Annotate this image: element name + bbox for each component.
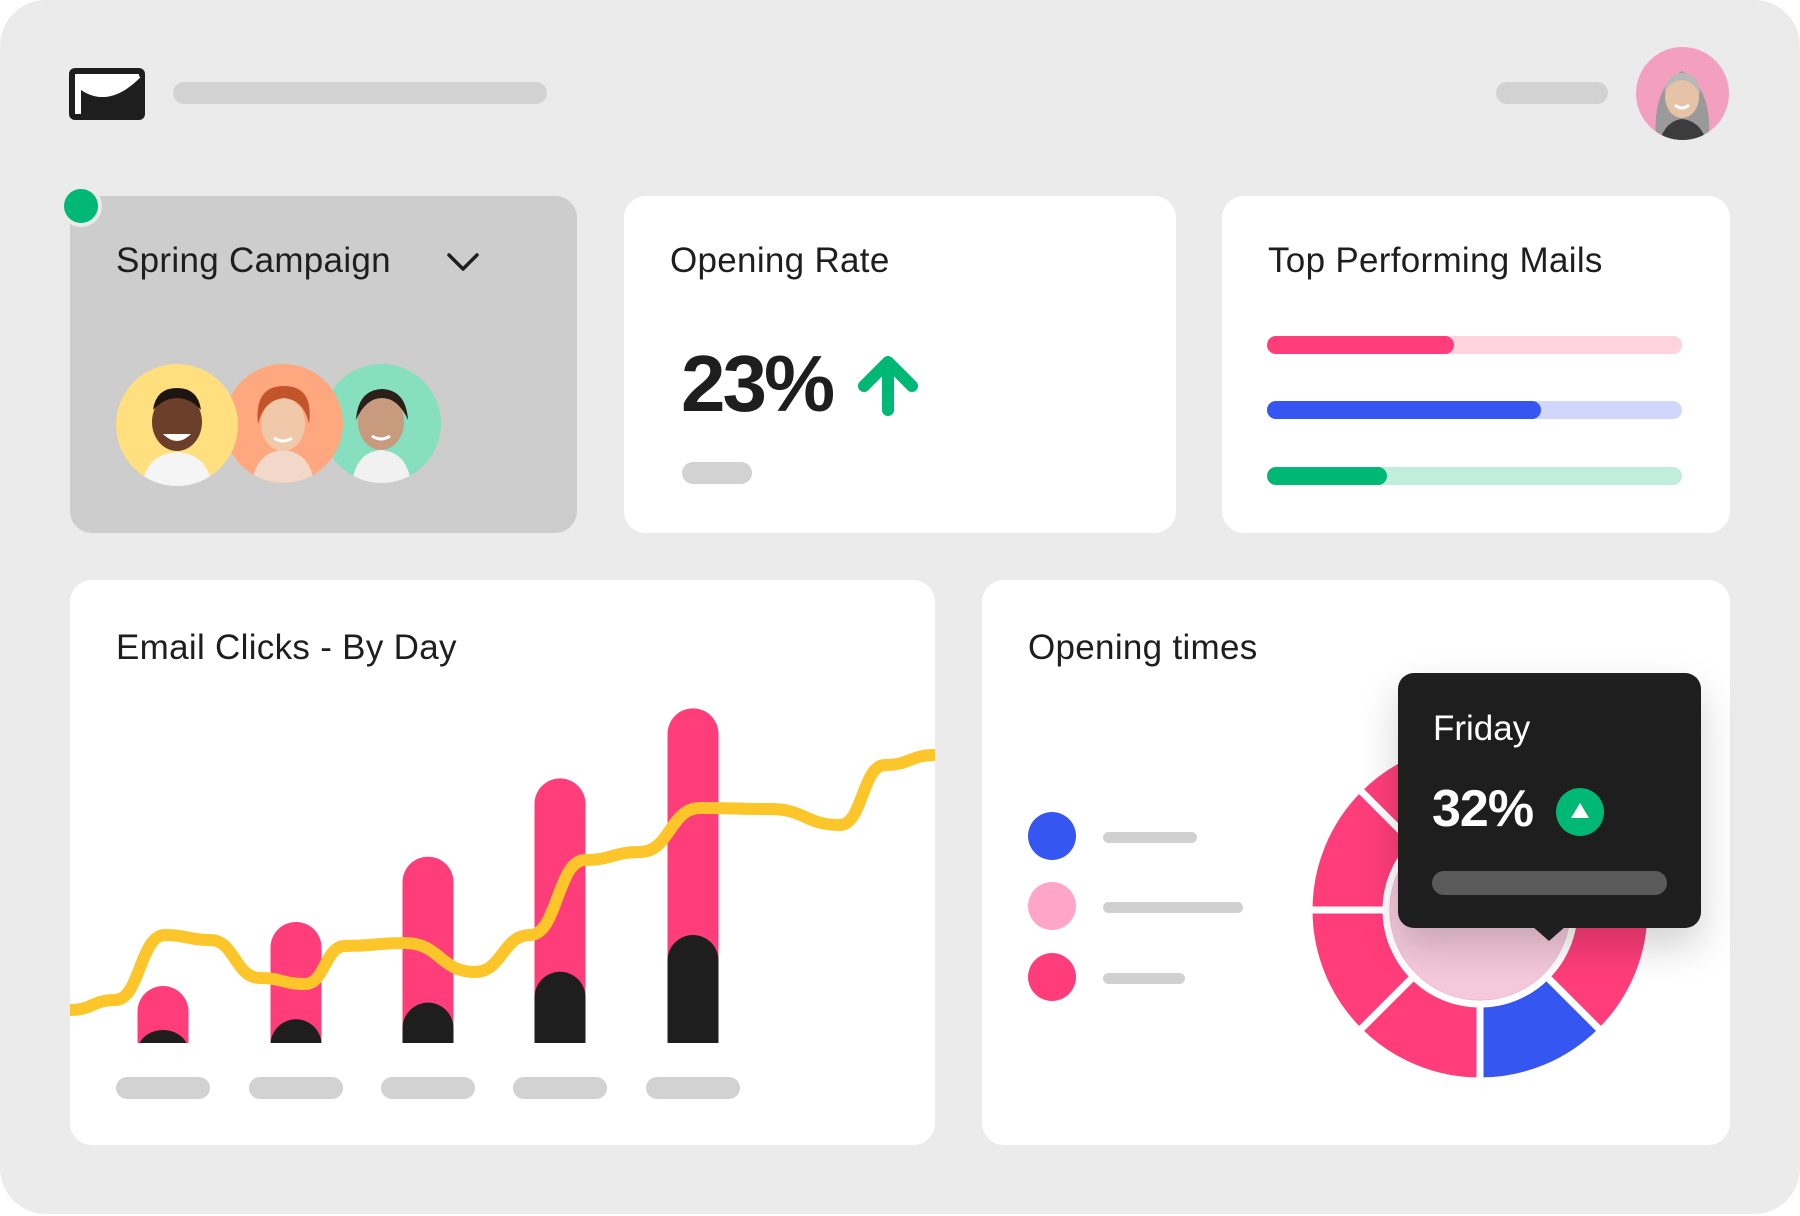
legend-line-1 xyxy=(1103,832,1197,843)
opening-times-title: Opening times xyxy=(1028,628,1258,667)
legend-line-2 xyxy=(1103,902,1243,913)
campaign-name: Spring Campaign xyxy=(116,241,391,280)
member-avatar-1 xyxy=(116,364,238,486)
tooltip-value: 32% xyxy=(1432,780,1534,838)
opening-rate-card: Opening Rate 23% xyxy=(624,196,1176,533)
mail-progress-fill-2 xyxy=(1267,401,1541,419)
mail-progress-bar-2 xyxy=(1267,401,1682,419)
trend-up-badge-icon xyxy=(1556,788,1604,836)
opening-rate-caption-placeholder xyxy=(682,462,752,484)
friday-tooltip: Friday 32% xyxy=(1398,673,1701,941)
trend-line xyxy=(70,749,935,1016)
email-clicks-card: Email Clicks - By Day xyxy=(70,580,935,1145)
mail-progress-bar-3 xyxy=(1267,467,1682,485)
x-tick-placeholder-3 xyxy=(381,1077,475,1099)
x-tick-placeholder-2 xyxy=(249,1077,343,1099)
opening-rate-value: 23% xyxy=(681,339,835,428)
mail-progress-fill-1 xyxy=(1267,336,1454,354)
x-tick-placeholder-5 xyxy=(646,1077,740,1099)
legend-dot-1 xyxy=(1028,812,1076,860)
tooltip-day-label: Friday xyxy=(1433,709,1531,748)
mail-progress-bar-1 xyxy=(1267,336,1682,354)
chart-baseline-mask xyxy=(70,1043,935,1145)
mail-progress-fill-3 xyxy=(1267,467,1388,485)
email-clicks-chart xyxy=(70,708,935,1145)
tooltip-pointer xyxy=(1532,926,1566,941)
email-clicks-title: Email Clicks - By Day xyxy=(116,628,457,667)
trend-up-arrow-icon xyxy=(858,356,918,416)
x-tick-placeholder-4 xyxy=(513,1077,607,1099)
top-mails-title: Top Performing Mails xyxy=(1268,241,1603,280)
clicks-bar-segment-5 xyxy=(667,935,719,1073)
header-title-placeholder xyxy=(173,82,547,104)
campaign-status-dot xyxy=(60,185,102,227)
legend-dot-3 xyxy=(1028,953,1076,1001)
opening-rate-title: Opening Rate xyxy=(670,241,890,280)
header-menu-placeholder[interactable] xyxy=(1496,82,1608,104)
chevron-down-icon[interactable] xyxy=(446,251,480,273)
mail-logo-icon[interactable] xyxy=(69,68,145,120)
user-avatar[interactable] xyxy=(1636,47,1729,140)
member-avatar-2 xyxy=(224,364,343,483)
campaign-selector-card[interactable]: Spring Campaign xyxy=(70,196,577,533)
legend-dot-2 xyxy=(1028,882,1076,930)
tooltip-caption-placeholder xyxy=(1432,871,1667,895)
legend-line-3 xyxy=(1103,973,1185,984)
x-tick-placeholder-1 xyxy=(116,1077,210,1099)
top-mails-card: Top Performing Mails xyxy=(1222,196,1730,533)
